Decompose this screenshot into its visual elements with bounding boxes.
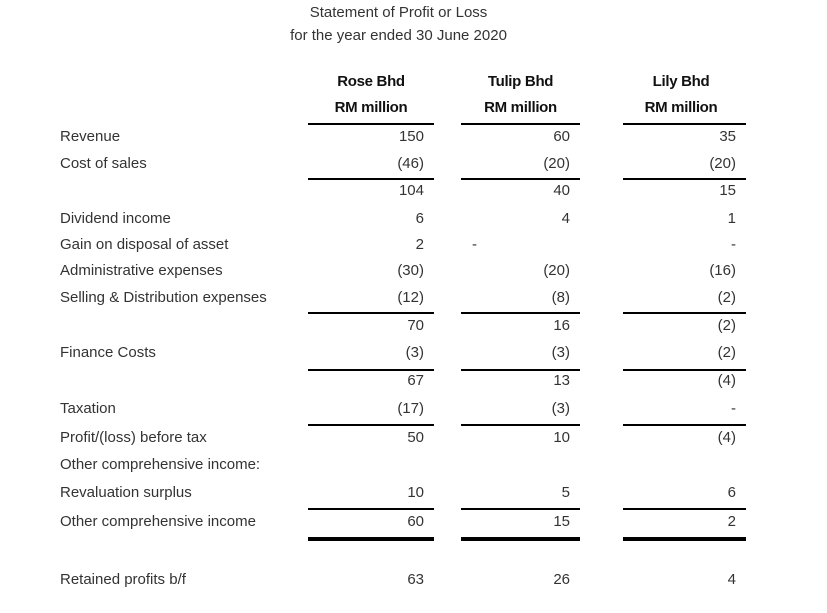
row-label: Revenue xyxy=(60,128,121,145)
row-value: 10 xyxy=(553,429,570,446)
row-value: 16 xyxy=(553,317,570,334)
row-label: Dividend income xyxy=(60,210,171,227)
row-value: 60 xyxy=(407,513,424,530)
column-header-tulip: Tulip Bhd xyxy=(487,73,554,90)
row-value: 50 xyxy=(407,429,424,446)
row-value: 4 xyxy=(727,571,736,588)
row-value: 1 xyxy=(727,210,736,227)
row-value: 26 xyxy=(553,571,570,588)
column-header-rose: Rose Bhd xyxy=(337,73,405,90)
row-value: - xyxy=(731,400,736,417)
row-label: Finance Costs xyxy=(60,344,156,361)
row-label: Revaluation surplus xyxy=(60,484,192,501)
row-label: Profit/(loss) before tax xyxy=(60,429,207,446)
row-value: 150 xyxy=(398,128,424,145)
subtotal-rule xyxy=(308,123,434,125)
double-total-rule xyxy=(308,537,434,541)
subtotal-rule xyxy=(308,178,434,180)
row-value: (3) xyxy=(551,344,570,361)
subtotal-rule xyxy=(623,508,746,510)
double-total-rule xyxy=(623,537,746,541)
row-label: Selling & Distribution expenses xyxy=(60,289,267,306)
row-value: 2 xyxy=(415,236,424,253)
row-value: 4 xyxy=(561,210,570,227)
subtotal-rule xyxy=(623,312,746,314)
row-value: (4) xyxy=(717,429,736,446)
column-header-lily: Lily Bhd xyxy=(652,73,710,90)
column-unit-lily: RM million xyxy=(644,99,718,116)
subtotal-rule xyxy=(461,312,580,314)
row-value: 40 xyxy=(553,182,570,199)
subtotal-rule xyxy=(461,508,580,510)
double-total-rule xyxy=(461,537,580,541)
row-value: (3) xyxy=(551,400,570,417)
row-label: Other comprehensive income xyxy=(60,513,256,530)
row-label: Other comprehensive income: xyxy=(60,456,261,473)
row-value: 35 xyxy=(719,128,736,145)
row-value: (46) xyxy=(397,155,424,172)
row-label: Administrative expenses xyxy=(60,262,223,279)
row-value: 6 xyxy=(415,210,424,227)
subtotal-rule xyxy=(308,424,434,426)
row-value: (4) xyxy=(717,372,736,389)
subtotal-rule xyxy=(308,312,434,314)
subtotal-rule xyxy=(308,508,434,510)
column-unit-tulip: RM million xyxy=(484,99,557,116)
row-value: 63 xyxy=(407,571,424,588)
row-value: 6 xyxy=(727,484,736,501)
row-label: Cost of sales xyxy=(60,155,147,172)
row-value: - xyxy=(731,236,736,253)
row-value: 13 xyxy=(553,372,570,389)
row-value: (30) xyxy=(397,262,424,279)
row-value: (2) xyxy=(717,344,736,361)
row-value: 67 xyxy=(407,372,424,389)
row-label: Retained profits b/f xyxy=(60,571,186,588)
column-unit-rose: RM million xyxy=(334,99,408,116)
row-value: 104 xyxy=(398,182,424,199)
subtotal-rule xyxy=(623,369,746,371)
row-value: (20) xyxy=(543,262,570,279)
row-value: 60 xyxy=(553,128,570,145)
row-value: - xyxy=(472,236,477,253)
subtotal-rule xyxy=(623,178,746,180)
row-value: 15 xyxy=(719,182,736,199)
subtotal-rule xyxy=(461,369,580,371)
subtotal-rule xyxy=(623,123,746,125)
subtotal-rule xyxy=(623,424,746,426)
row-value: 10 xyxy=(407,484,424,501)
subtotal-rule xyxy=(461,178,580,180)
row-value: (20) xyxy=(543,155,570,172)
row-value: 70 xyxy=(407,317,424,334)
row-value: (17) xyxy=(397,400,424,417)
row-value: 15 xyxy=(553,513,570,530)
statement-title: Statement of Profit or Loss xyxy=(309,4,488,21)
row-value: (2) xyxy=(717,317,736,334)
row-value: 2 xyxy=(727,513,736,530)
subtotal-rule xyxy=(308,369,434,371)
row-value: (3) xyxy=(405,344,424,361)
subtotal-rule xyxy=(461,424,580,426)
row-value: (2) xyxy=(717,289,736,306)
row-label: Gain on disposal of asset xyxy=(60,236,229,253)
row-value: (16) xyxy=(709,262,736,279)
row-value: 5 xyxy=(561,484,570,501)
row-value: (8) xyxy=(551,289,570,306)
subtotal-rule xyxy=(461,123,580,125)
row-value: (20) xyxy=(709,155,736,172)
statement-subtitle: for the year ended 30 June 2020 xyxy=(290,27,507,44)
row-label: Taxation xyxy=(60,400,116,417)
row-value: (12) xyxy=(397,289,424,306)
